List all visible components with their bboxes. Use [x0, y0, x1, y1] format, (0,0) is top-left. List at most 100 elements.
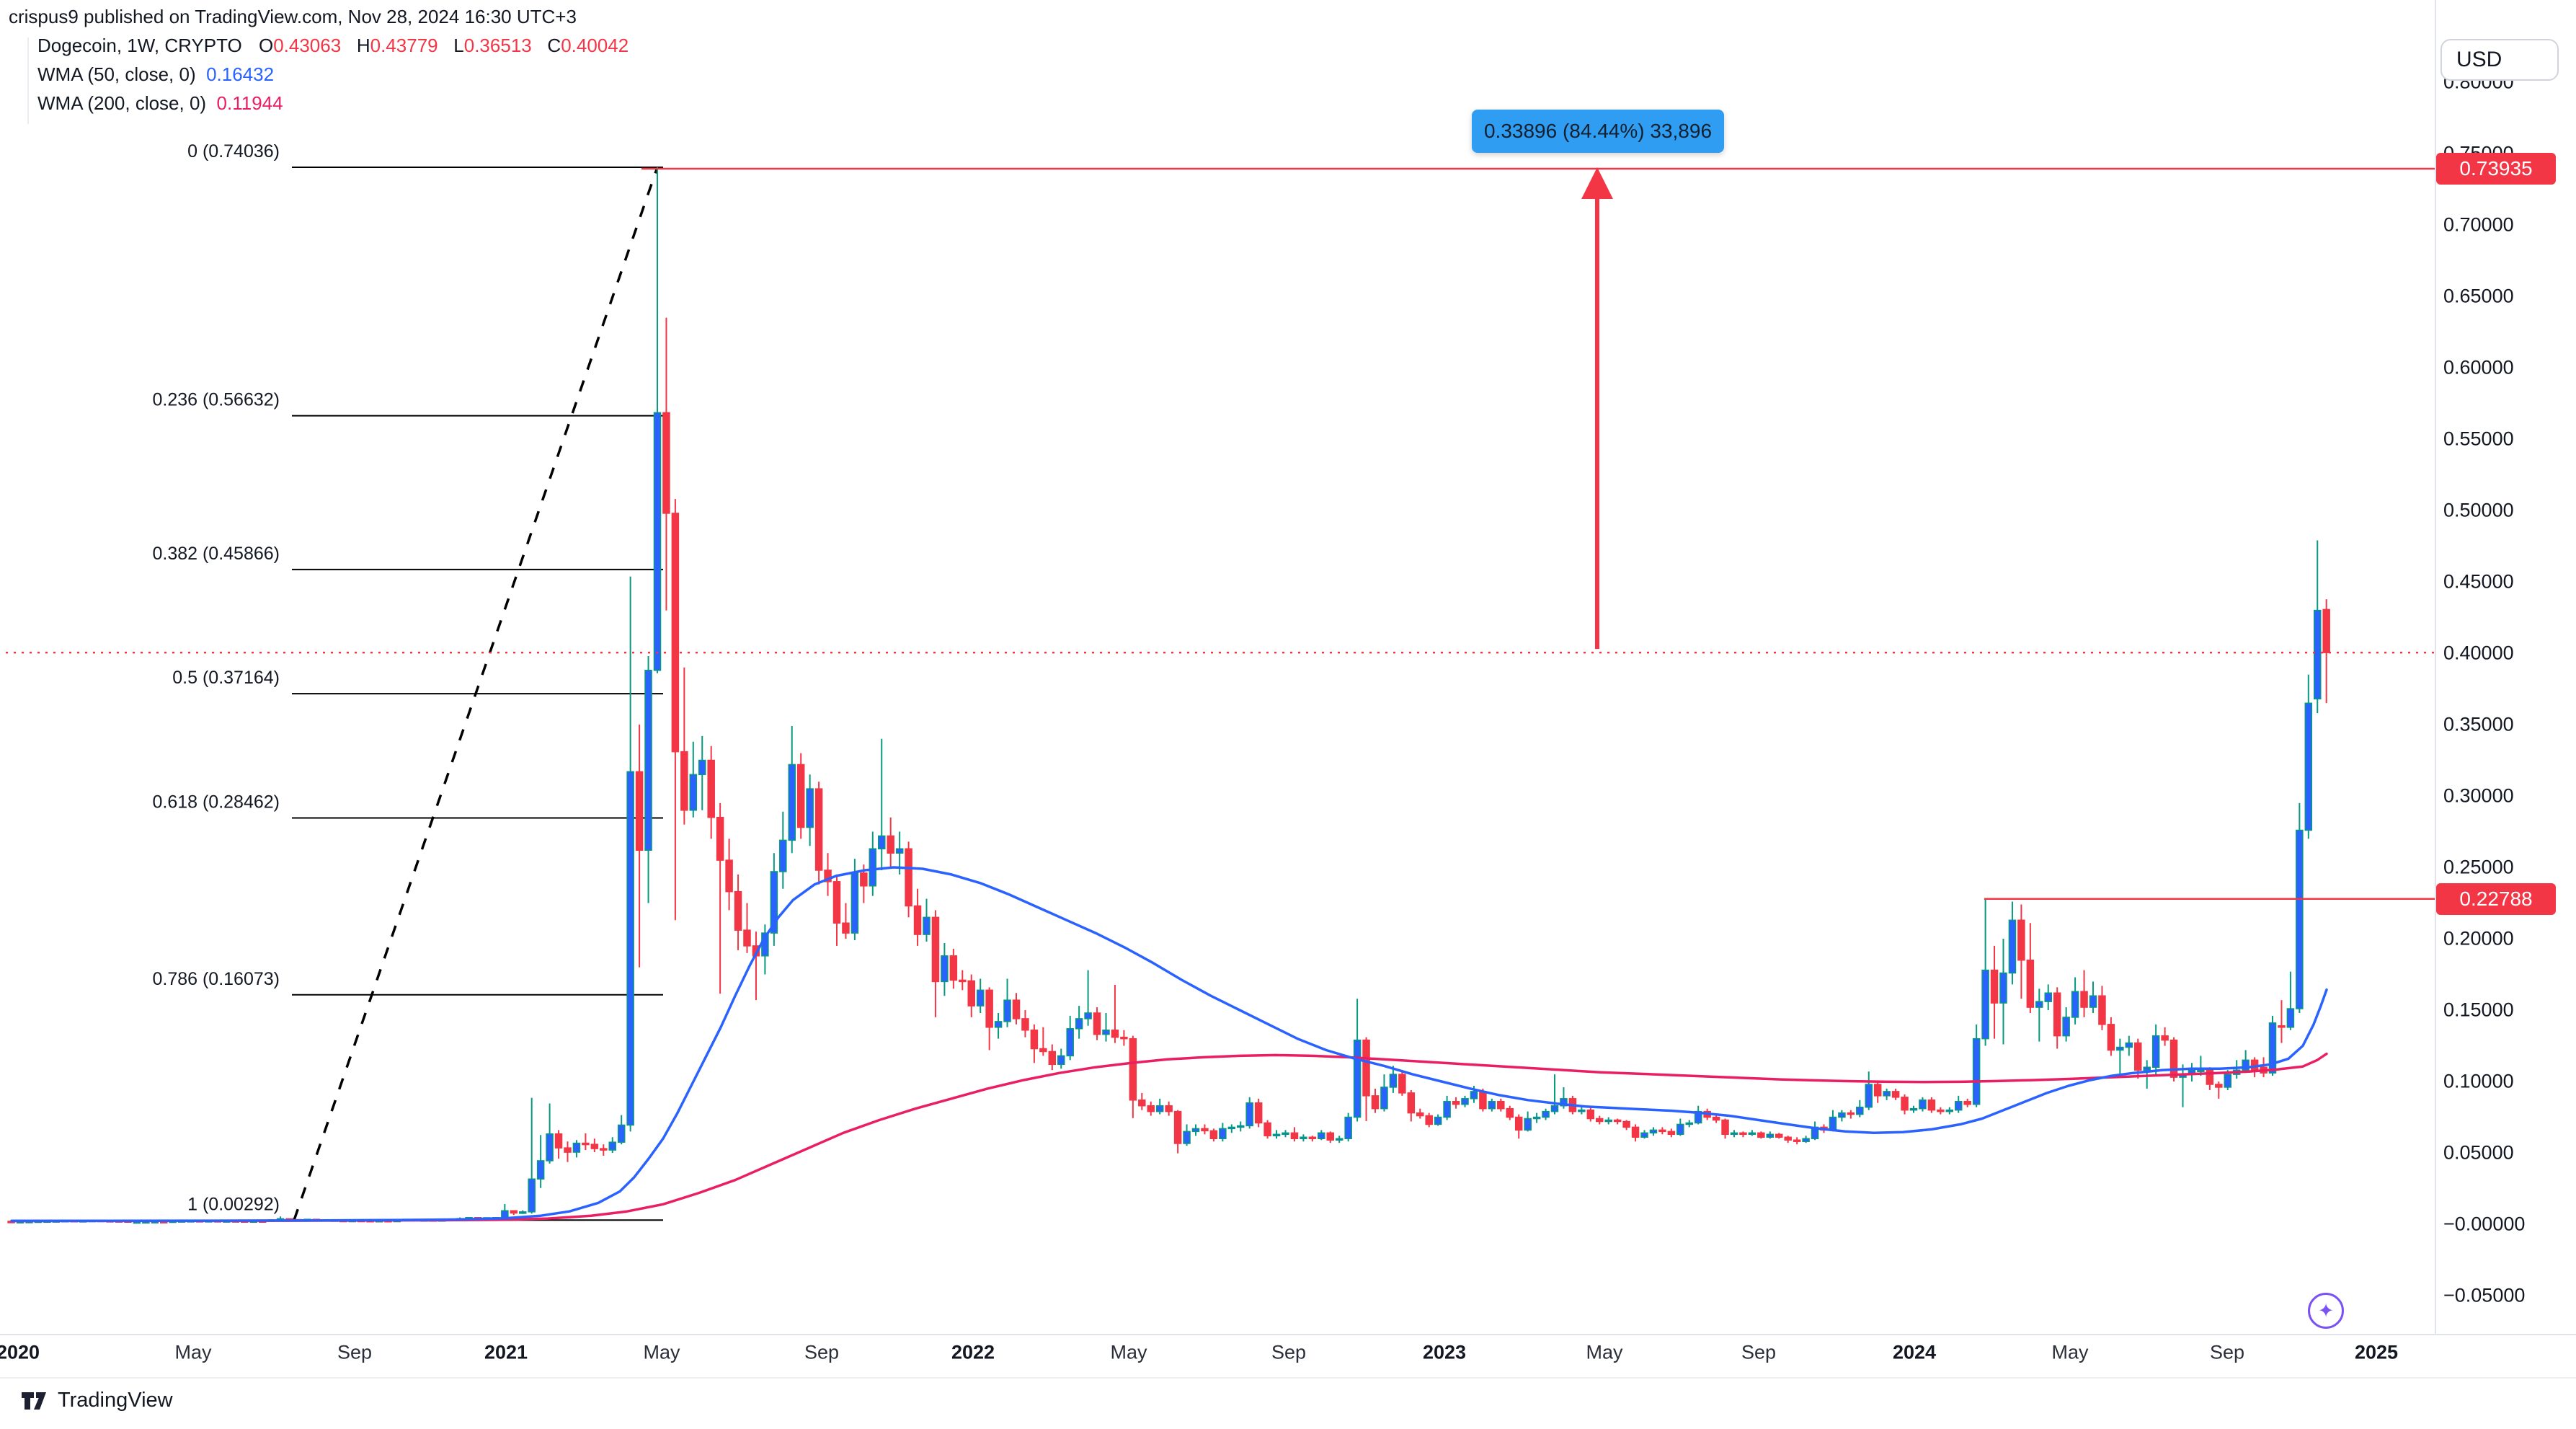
candle-body: [1219, 1128, 1227, 1139]
candle-body: [796, 764, 805, 828]
candle-body: [1371, 1095, 1380, 1110]
candle-body: [976, 989, 985, 1007]
measure-arrow: [1581, 167, 1613, 650]
price-tick-label: 0.30000: [2443, 784, 2514, 807]
price-tick-label: 0.10000: [2443, 1070, 2514, 1092]
candle-body: [2026, 959, 2035, 1008]
candle-body: [1937, 1109, 1945, 1112]
candle-body: [959, 979, 967, 983]
candle-body: [590, 1143, 599, 1149]
symbol-legend-row[interactable]: Dogecoin, 1W, CRYPTO O0.43063 H0.43779 L…: [37, 36, 629, 55]
candle-body: [1640, 1132, 1648, 1138]
wma50-legend-row[interactable]: WMA (50, close, 0) 0.16432: [37, 65, 629, 84]
candle-body: [1102, 1030, 1110, 1035]
candle-body: [1532, 1116, 1541, 1120]
candle-body: [1856, 1106, 1864, 1115]
dashed-trendline: [293, 167, 659, 1221]
candle-body: [635, 771, 644, 851]
candle-body: [1676, 1123, 1684, 1136]
candlestick-series: [7, 167, 2330, 1224]
candle-body: [913, 905, 922, 935]
candle-body: [1183, 1131, 1191, 1144]
candle-body: [1775, 1133, 1783, 1138]
candle-body: [1093, 1012, 1101, 1035]
candle-body: [788, 764, 796, 841]
candle-body: [2035, 1001, 2043, 1008]
candle-body: [2151, 1035, 2160, 1068]
candle-body: [680, 751, 688, 811]
candle-body: [519, 1211, 527, 1214]
candle-body: [1201, 1128, 1209, 1132]
candle-body: [2143, 1066, 2151, 1071]
candle-body: [2089, 995, 2097, 1008]
price-level-badge: 0.73935: [2436, 153, 2556, 185]
candle-body: [1829, 1116, 1837, 1131]
candle-body: [770, 871, 778, 934]
candle-body: [2116, 1046, 2124, 1051]
candle-body: [1919, 1100, 1927, 1110]
candle-body: [949, 955, 958, 981]
price-tick-label: 0.65000: [2443, 285, 2514, 307]
candle-body: [1434, 1116, 1442, 1125]
candle-body: [1981, 969, 1989, 1040]
tradingview-logo[interactable]: TradingView: [22, 1389, 173, 1412]
candle-body: [2017, 919, 2025, 961]
time-tick-year: 2021: [484, 1341, 528, 1363]
wma200-line: [10, 1052, 2328, 1223]
candle-body: [626, 771, 634, 1126]
candle-body: [2053, 992, 2061, 1037]
candle-body: [1891, 1091, 1900, 1098]
fib-level-label: 0.382 (0.45866): [152, 544, 280, 564]
candle-body: [1407, 1092, 1416, 1114]
candle-body: [725, 859, 733, 893]
wma200-value: 0.11944: [216, 92, 283, 114]
ohlc-open: O0.43063: [258, 35, 342, 56]
time-tick-month: Sep: [804, 1341, 840, 1363]
candle-body: [1883, 1091, 1891, 1097]
time-tick-year: 2024: [1892, 1341, 1937, 1363]
candle-body: [842, 922, 850, 934]
candle-body: [1927, 1100, 1936, 1111]
candle-body: [2008, 919, 2017, 974]
time-tick-year: 2023: [1422, 1341, 1467, 1363]
price-range-callout[interactable]: 0.33896 (84.44%) 33,896: [1472, 110, 1724, 153]
candle-body: [1838, 1112, 1846, 1118]
candle-body: [1389, 1074, 1398, 1088]
price-tick-label: 0.45000: [2443, 570, 2514, 593]
candle-body: [600, 1148, 608, 1151]
candle-body: [510, 1210, 518, 1214]
candle-body: [1245, 1102, 1253, 1127]
wma50-value: 0.16432: [206, 63, 275, 85]
candle-body: [1452, 1101, 1460, 1105]
candle-body: [1613, 1119, 1622, 1123]
candle-body: [2062, 1017, 2070, 1037]
candle-body: [806, 788, 814, 828]
candle-body: [850, 872, 859, 934]
ohlc-close: C0.40042: [547, 35, 629, 56]
candle-body: [1542, 1110, 1550, 1118]
candle-body: [985, 989, 993, 1028]
price-tick-label: 0.15000: [2443, 999, 2514, 1021]
candle-body: [743, 929, 751, 947]
price-tick-label: 0.25000: [2443, 856, 2514, 878]
candle-body: [653, 412, 662, 671]
candle-body: [2296, 829, 2304, 1009]
time-tick-month: Sep: [1271, 1341, 1307, 1363]
candle-body: [1237, 1125, 1245, 1128]
candle-body: [1667, 1131, 1676, 1136]
candle-body: [536, 1160, 545, 1180]
candle-body: [1129, 1038, 1137, 1101]
wma200-legend-row[interactable]: WMA (200, close, 0) 0.11944: [37, 94, 629, 112]
price-tick-label: 0.50000: [2443, 499, 2514, 521]
candle-body: [1873, 1084, 1882, 1097]
currency-toggle-button[interactable]: USD: [2440, 39, 2559, 81]
candle-body: [1757, 1132, 1765, 1138]
time-tick-month: Sep: [337, 1341, 373, 1363]
scroll-to-recent-button[interactable]: ✦: [2308, 1293, 2344, 1329]
price-tick-label: −0.05000: [2443, 1284, 2526, 1306]
candle-body: [2098, 995, 2106, 1025]
candle-body: [554, 1133, 563, 1149]
candle-body: [1865, 1084, 1873, 1108]
candle-body: [1909, 1107, 1918, 1111]
